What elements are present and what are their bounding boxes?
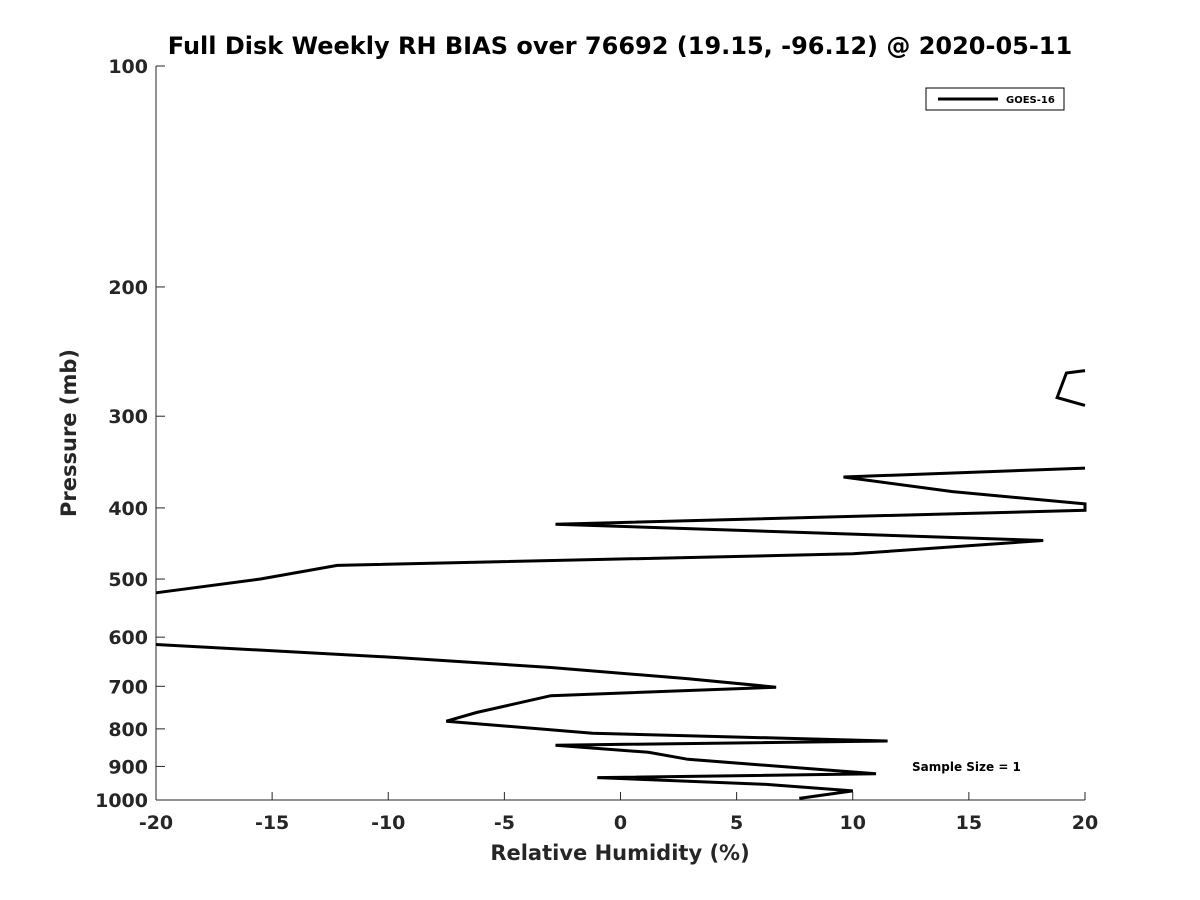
x-tick-label: 5 xyxy=(730,812,743,834)
y-tick-label: 500 xyxy=(108,569,148,591)
chart-title: Full Disk Weekly RH BIAS over 76692 (19.… xyxy=(168,32,1072,60)
x-tick-label: -20 xyxy=(139,812,173,834)
legend: GOES-16 xyxy=(925,87,1065,111)
y-tick-label: 1000 xyxy=(95,790,148,812)
y-axis-label: Pressure (mb) xyxy=(57,349,81,517)
x-tick-label: 10 xyxy=(840,812,866,834)
series-line-goes-16 xyxy=(155,643,888,800)
y-tick-label: 200 xyxy=(108,277,148,299)
legend-label: GOES-16 xyxy=(1006,95,1055,106)
x-tick-label: -10 xyxy=(371,812,405,834)
y-tick-label: 400 xyxy=(108,498,148,520)
x-axis-label: Relative Humidity (%) xyxy=(490,841,749,865)
x-tick-label: -5 xyxy=(494,812,515,834)
y-tick-label: 600 xyxy=(108,627,148,649)
x-tick-label: 0 xyxy=(614,812,627,834)
series-group xyxy=(155,369,1087,800)
y-tick-label: 300 xyxy=(108,406,148,428)
y-tick-label: 900 xyxy=(108,756,148,778)
y-tick-label: 100 xyxy=(108,56,148,78)
sample-size-note: Sample Size = 1 xyxy=(912,760,1021,774)
x-tick-label: 15 xyxy=(956,812,982,834)
x-tick-label: -15 xyxy=(255,812,289,834)
series-line-goes-16 xyxy=(155,466,1087,595)
series-line-goes-16 xyxy=(1055,369,1086,407)
axes: -20 -15 -10 -5 0 5 10 15 20 100 200 300 400 500 600 700… xyxy=(95,56,1098,834)
y-tick-label: 800 xyxy=(108,719,148,741)
y-tick-label: 700 xyxy=(108,676,148,698)
x-tick-label: 20 xyxy=(1072,812,1098,834)
